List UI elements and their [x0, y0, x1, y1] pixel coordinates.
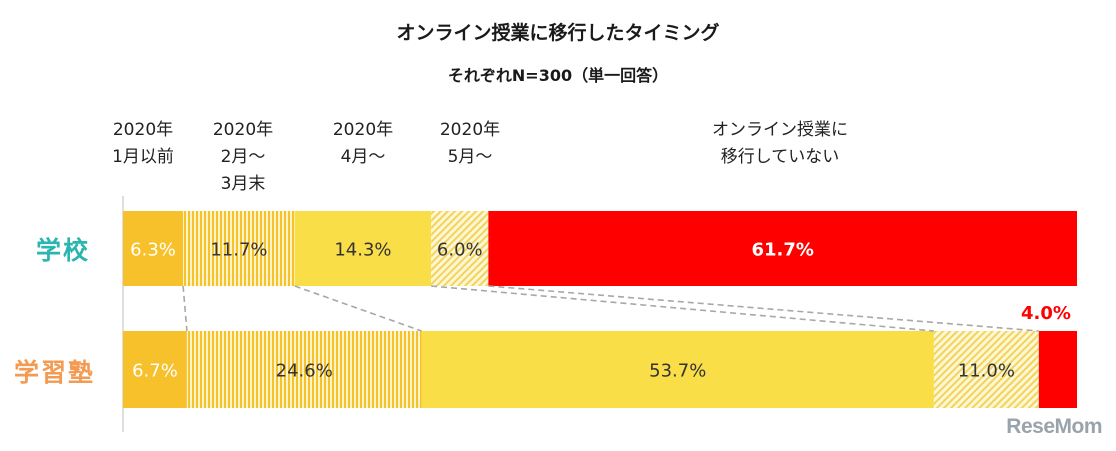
connector-line-4	[488, 285, 1039, 332]
bar-segment-school-3	[431, 211, 489, 286]
connector-line-1	[182, 285, 188, 332]
data-label-juku-2: 53.7%	[649, 361, 706, 382]
bar-segment-school-2	[294, 211, 432, 286]
bar-segment-juku-3	[933, 331, 1039, 408]
data-label-school-0: 6.3%	[130, 240, 176, 261]
legend-label-3: 2020年 5月～	[439, 120, 501, 167]
bar-segment-juku-4	[1038, 331, 1077, 408]
bar-segment-school-4	[488, 211, 1078, 286]
legend-label-0: 2020年 1月以前	[112, 120, 174, 167]
bar-segment-juku-2	[421, 331, 934, 408]
watermark-logo: ReseMom	[1006, 415, 1102, 438]
legend-label-4: オンライン授業に 移行していない	[712, 120, 848, 167]
bar-segment-juku-0	[123, 331, 187, 408]
legend-label-1: 2020年 2月～ 3月末	[212, 120, 274, 194]
data-label-school-2: 14.3%	[334, 240, 391, 261]
data-label-juku-4: 4.0%	[1021, 303, 1071, 324]
chart-subtitle: それぞれN=300（単一回答）	[447, 66, 669, 85]
chart-title: オンライン授業に移行したタイミング	[396, 22, 720, 44]
bar-segment-school-1	[183, 211, 295, 286]
bar-segment-school-0	[123, 211, 184, 286]
data-label-juku-0: 6.7%	[132, 361, 178, 382]
data-label-school-1: 11.7%	[210, 240, 267, 261]
legend-label-2: 2020年 4月～	[332, 120, 394, 167]
data-label-juku-1: 24.6%	[276, 361, 333, 382]
connector-line-2	[294, 285, 422, 332]
bar-segment-juku-1	[186, 331, 422, 408]
connector-line-3	[431, 285, 934, 332]
row-label-school: 学校	[36, 236, 91, 265]
data-label-school-4: 61.7%	[751, 240, 813, 261]
data-label-school-3: 6.0%	[437, 240, 483, 261]
data-label-juku-3: 11.0%	[958, 361, 1015, 382]
row-label-juku: 学習塾	[14, 358, 96, 387]
